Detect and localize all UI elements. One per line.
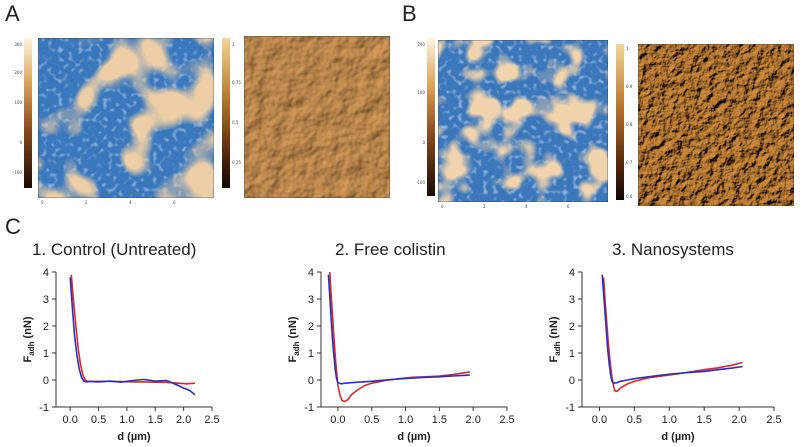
y-tick-label: 1 — [308, 348, 314, 360]
y-tick-label: 3 — [308, 294, 314, 306]
x-axis-label: d (µm) — [397, 431, 431, 443]
x-tick-label: 2.0 — [176, 414, 191, 426]
x-axis-label: d (µm) — [661, 431, 695, 443]
svg-text:200: 200 — [417, 42, 425, 47]
panel-label-c: C — [5, 214, 21, 239]
y-tick-label: 3 — [43, 294, 49, 306]
svg-text:0: 0 — [441, 204, 444, 209]
afm-axis-b1: 0 2 4 6 — [438, 202, 608, 212]
y-axis-label: Fadh (nN) — [287, 316, 301, 362]
chart-title-2: 2. Free colistin — [335, 240, 446, 259]
colorbar-tick: -100 — [13, 170, 23, 175]
y-tick-label: 2 — [308, 321, 314, 333]
x-tick-label: 2.0 — [731, 414, 746, 426]
svg-text:0.7: 0.7 — [626, 160, 633, 165]
x-axis-label: d (µm) — [117, 431, 151, 443]
series-line-blue — [601, 274, 743, 384]
afm-amplitude-image-a — [244, 36, 390, 198]
y-tick-label: 0 — [569, 375, 575, 387]
y-tick-label: 1 — [569, 348, 575, 360]
series-line-red — [602, 277, 743, 393]
svg-text:0.75: 0.75 — [232, 80, 241, 85]
y-tick-label: -1 — [565, 402, 575, 414]
svg-text:-100: -100 — [416, 180, 426, 185]
afm-axis-a1: 0 2 4 6 — [38, 198, 214, 208]
svg-text:1: 1 — [626, 46, 629, 51]
y-axis-label: Fadh (nN) — [22, 316, 36, 362]
force-curve-chart-free-colistin: -1 0 1 2 3 4 0.0 0.5 1.0 1.5 2.0 2.5 d (µm) Fadh (nN) — [287, 267, 515, 443]
colorbar-tick: 300 — [14, 42, 22, 47]
colorbar-tick: 100 — [14, 100, 22, 105]
x-tick-label: 2.0 — [466, 414, 481, 426]
x-tick-label: 0.0 — [63, 414, 78, 426]
chart-title-1: 1. Control (Untreated) — [32, 240, 197, 259]
y-tick-label: 2 — [43, 321, 49, 333]
panel-label-a: A — [5, 1, 20, 26]
svg-text:0: 0 — [41, 200, 44, 205]
y-tick-label: -1 — [39, 402, 49, 414]
y-axis-label: Fadh (nN) — [548, 316, 562, 362]
y-tick-label: 1 — [43, 348, 49, 360]
x-tick-label: 0.0 — [330, 414, 345, 426]
svg-text:2: 2 — [483, 204, 486, 209]
x-tick-label: 1.0 — [398, 414, 413, 426]
svg-text:2: 2 — [85, 200, 88, 205]
y-tick-label: 0 — [308, 375, 314, 387]
chart-title-3: 3. Nanosystems — [612, 240, 734, 259]
force-curve-chart-nanosystems: -1 0 1 2 3 4 0.0 0.5 1.0 1.5 2.0 2.5 d (µm) Fadh (nN) — [548, 267, 782, 443]
svg-text:0.25: 0.25 — [232, 160, 241, 165]
x-tick-label: 2.5 — [766, 414, 781, 426]
svg-text:1: 1 — [232, 42, 235, 47]
panel-label-b: B — [402, 1, 417, 26]
svg-text:0.6: 0.6 — [626, 194, 633, 199]
x-tick-label: 1.0 — [119, 414, 134, 426]
colorbar-tick: 0 — [19, 140, 22, 145]
y-tick-label: -1 — [304, 402, 314, 414]
svg-text:100: 100 — [417, 90, 425, 95]
series-line-red — [70, 274, 196, 385]
force-curve-chart-control: -1 0 1 2 3 4 0.0 0.5 1.0 1.5 2.0 2.5 d (µm) Fadh (nN) — [22, 267, 220, 443]
y-tick-label: 0 — [43, 375, 49, 387]
x-tick-label: 1.5 — [697, 414, 712, 426]
series-line-blue — [327, 274, 470, 385]
height-colorbar-a: 300 200 100 0 -100 — [8, 34, 36, 199]
series-line-blue — [69, 277, 196, 396]
colorbar-tick: 200 — [14, 70, 22, 75]
x-tick-label: 1.5 — [432, 414, 447, 426]
y-tick-label: 2 — [569, 321, 575, 333]
amplitude-colorbar-a: 1 0.75 0.5 0.25 — [220, 34, 244, 199]
svg-text:6: 6 — [567, 204, 570, 209]
x-tick-label: 0.0 — [592, 414, 607, 426]
x-tick-label: 1.0 — [662, 414, 677, 426]
x-tick-label: 0.5 — [91, 414, 106, 426]
x-tick-label: 2.5 — [499, 414, 514, 426]
y-tick-label: 4 — [43, 267, 49, 279]
afm-height-image-b — [438, 40, 608, 202]
svg-text:6: 6 — [173, 200, 176, 205]
svg-text:0.8: 0.8 — [626, 122, 633, 127]
svg-text:0: 0 — [422, 140, 425, 145]
amplitude-colorbar-b: 1 0.9 0.8 0.7 0.6 — [614, 40, 638, 211]
afm-height-image-a — [38, 38, 214, 198]
height-colorbar-b: 200 100 0 -100 — [407, 34, 437, 209]
y-tick-label: 3 — [569, 294, 575, 306]
y-tick-label: 4 — [308, 267, 314, 279]
svg-text:0.9: 0.9 — [626, 84, 633, 89]
x-tick-label: 0.5 — [627, 414, 642, 426]
svg-text:4: 4 — [129, 200, 132, 205]
x-tick-label: 0.5 — [364, 414, 379, 426]
y-tick-label: 4 — [569, 267, 575, 279]
svg-text:4: 4 — [525, 204, 528, 209]
svg-text:0.5: 0.5 — [232, 120, 239, 125]
afm-amplitude-image-b — [638, 44, 794, 206]
x-tick-label: 1.5 — [148, 414, 163, 426]
x-tick-label: 2.5 — [204, 414, 219, 426]
